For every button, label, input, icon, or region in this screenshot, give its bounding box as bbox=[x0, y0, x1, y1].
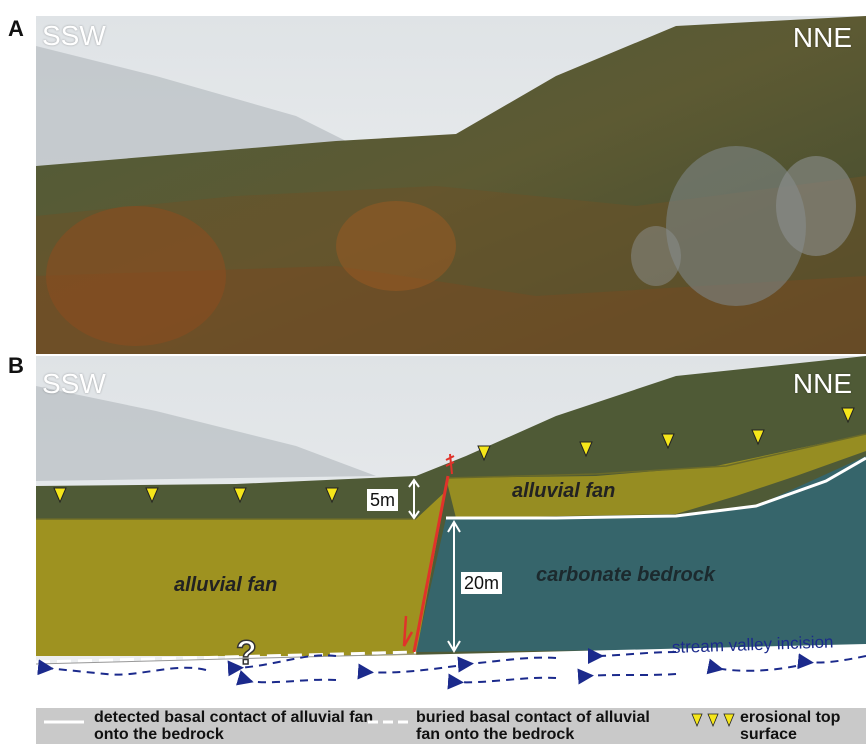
dashed-line-icon bbox=[368, 720, 412, 724]
fault-arrow-down bbox=[402, 615, 414, 647]
alluvial-fan-right bbox=[446, 434, 866, 518]
buried-contact-line bbox=[36, 650, 417, 664]
panel-a-photo: SSW NNE bbox=[36, 16, 866, 354]
fault-arrow-up bbox=[445, 453, 455, 475]
question-mark: ? bbox=[235, 633, 257, 673]
direction-nne-a: NNE bbox=[792, 22, 852, 53]
alluvial-fan-left bbox=[36, 491, 446, 656]
erosional-markers bbox=[53, 407, 855, 504]
label-alluvial-fan-right: alluvial fan bbox=[512, 480, 616, 502]
legend-erosional-surface: erosional top surface bbox=[690, 708, 866, 744]
legend-buried-contact: buried basal contact of alluvial fan ont… bbox=[366, 708, 696, 744]
panel-a-label: A bbox=[8, 16, 24, 41]
carbonate-bedrock bbox=[416, 456, 866, 652]
triangle-markers-icon bbox=[691, 713, 735, 728]
panel-b-interpretation: SSW NNE alluvial fan alluvial fan carbon… bbox=[36, 356, 866, 708]
direction-ssw-b: SSW bbox=[42, 368, 106, 399]
stream-flow-arrows bbox=[37, 648, 866, 690]
legend-detected-contact: detected basal contact of alluvial fan o… bbox=[42, 708, 402, 744]
fault-line bbox=[412, 475, 450, 653]
direction-nne-b: NNE bbox=[792, 368, 852, 399]
interpreted-photo-b bbox=[36, 356, 866, 708]
landscape-photo-a bbox=[36, 16, 866, 354]
label-carbonate-bedrock: carbonate bedrock bbox=[536, 564, 715, 586]
scale-5m: 5m bbox=[367, 489, 399, 511]
label-alluvial-fan-left: alluvial fan bbox=[174, 574, 278, 596]
solid-line-icon bbox=[44, 720, 84, 724]
scale-20m: 20m bbox=[461, 572, 503, 594]
detected-contact-line bbox=[446, 456, 866, 520]
panel-b-label: B bbox=[8, 353, 24, 378]
direction-ssw-a: SSW bbox=[42, 20, 106, 51]
legend: detected basal contact of alluvial fan o… bbox=[36, 708, 866, 744]
